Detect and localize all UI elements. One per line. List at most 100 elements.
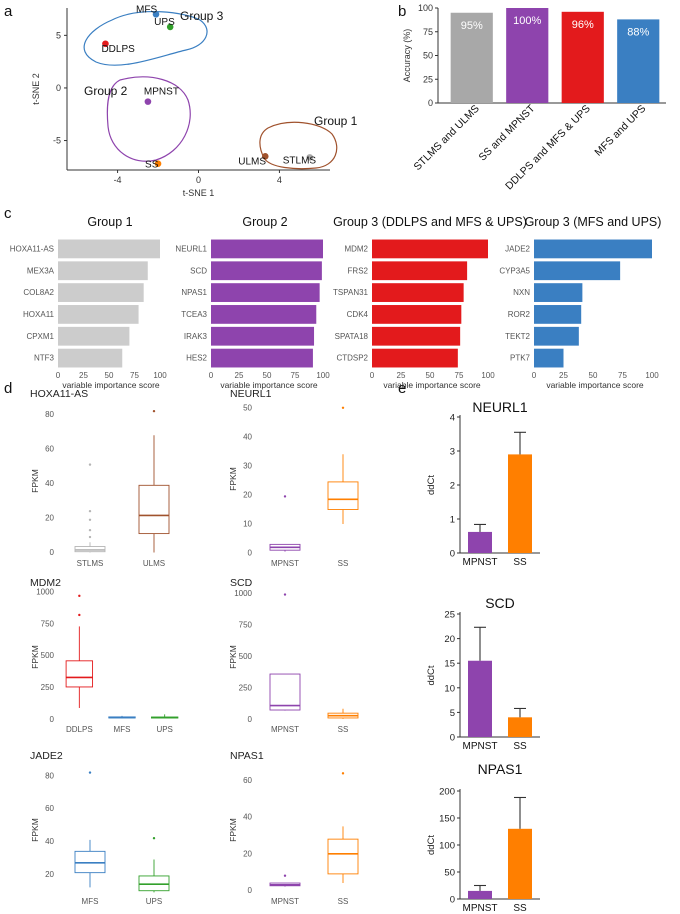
boxplot-d6: NPAS1 0 20 40 60 FPKM MPNST SS xyxy=(228,750,359,906)
y-tick-label: 0 xyxy=(450,733,455,744)
box xyxy=(138,484,170,535)
gene-label: HES2 xyxy=(186,354,207,363)
panel-label-d: d xyxy=(4,380,12,397)
x-tick-label: 25 xyxy=(397,371,406,380)
ddct-bar xyxy=(508,717,532,737)
y-tick-label: 2 xyxy=(450,481,455,492)
bar-value-label: 95% xyxy=(461,20,483,32)
category-label: MFS and UPS xyxy=(592,103,648,159)
point-label: UPS xyxy=(154,17,175,28)
y-tick-label: 50 xyxy=(243,403,252,412)
x-tick-label: 75 xyxy=(455,371,464,380)
point-label: DDLPS xyxy=(101,44,135,55)
gene-label: NXN xyxy=(513,288,530,297)
x-tick-label: 50 xyxy=(589,371,598,380)
gene-label: NEURL1 xyxy=(175,244,207,253)
importance-bar xyxy=(58,239,160,259)
x-axis-title: variable importance score xyxy=(62,380,160,390)
y-tick-label: 20 xyxy=(45,870,54,879)
y-tick-label: 15 xyxy=(444,659,455,670)
bar-value-label: 100% xyxy=(513,15,541,27)
category-label: MFS xyxy=(82,897,99,906)
x-tick-label: 0 xyxy=(56,371,61,380)
accuracy-bar xyxy=(617,19,660,103)
boxplot-d5: JADE2 20 40 60 80 FPKM MFS UPS xyxy=(30,750,170,906)
importance-bar xyxy=(534,283,583,302)
tsne-point xyxy=(154,160,162,167)
chart-title: NEURL1 xyxy=(472,399,527,415)
chart-title: Group 2 xyxy=(242,215,287,229)
importance-bar xyxy=(372,261,468,281)
x-tick-label: 100 xyxy=(645,371,659,380)
importance-bar xyxy=(211,261,322,281)
outlier-point xyxy=(78,613,81,617)
y-tick-label: 0 xyxy=(50,548,55,557)
x-tick-label: 25 xyxy=(559,371,568,380)
y-tick-label: 50 xyxy=(444,868,455,879)
box xyxy=(327,481,359,510)
importance-bar xyxy=(211,239,323,259)
gene-label: CYP3A5 xyxy=(499,266,530,275)
boxplot-d1: HOXA11-AS 0 20 40 60 80 FPKM STLMS ULMS xyxy=(30,388,170,568)
ddct-bar xyxy=(508,454,532,553)
category-label: MPNST xyxy=(271,559,299,568)
y-tick-label: 60 xyxy=(243,776,252,785)
y-axis-title: FPKM xyxy=(30,818,40,842)
boxplot-d4: SCD 0 250 500 750 1000 FPKM MPNST SS xyxy=(228,577,359,734)
ddct-bar xyxy=(508,828,532,899)
category-label: SS xyxy=(513,741,527,752)
gene-label: CDK4 xyxy=(347,310,369,319)
category-label: MFS xyxy=(114,725,131,734)
gene-label: TEKT2 xyxy=(505,332,530,341)
y-tick-label: 40 xyxy=(243,813,252,822)
y-tick-label: 20 xyxy=(243,490,252,499)
y-tick-label: 0 xyxy=(450,549,455,560)
point-label: SS xyxy=(145,160,159,171)
category-label: SS and MPNST xyxy=(476,102,537,163)
gene-label: HOXA11-AS xyxy=(10,244,54,253)
importance-chart-c4: Group 3 (MFS and UPS) JADE2 CYP3A5 NXN ROR2 T… xyxy=(499,215,661,390)
y-tick-label: 0 xyxy=(450,895,455,906)
chart-title: MDM2 xyxy=(30,577,61,589)
category-label: SS xyxy=(338,559,349,568)
gene-label: MEX3A xyxy=(27,266,55,275)
box xyxy=(65,660,94,688)
ddct-bar-charts: NEURL1 0 1 2 3 4 ddCt MPNST SS SCD 0 5 10 15 20 25 ddCt M… xyxy=(426,399,540,914)
category-label: UPS xyxy=(156,725,172,734)
category-label: ULMS xyxy=(143,559,165,568)
chart-title: HOXA11-AS xyxy=(30,388,88,400)
importance-bar xyxy=(211,305,317,324)
box xyxy=(327,838,359,875)
y-tick-label: 500 xyxy=(239,652,253,661)
gene-label: ROR2 xyxy=(508,310,531,319)
y-axis-title: t-SNE 2 xyxy=(31,73,41,105)
y-axis-title: FPKM xyxy=(30,469,40,493)
gene-label: MDM2 xyxy=(344,244,368,253)
outlier-point xyxy=(88,463,92,466)
importance-bar xyxy=(534,239,652,259)
ddct-bar xyxy=(468,531,492,553)
y-tick-label: 20 xyxy=(243,849,252,858)
importance-bar xyxy=(372,239,488,259)
y-tick-label: 10 xyxy=(444,683,455,694)
chart-title: SCD xyxy=(230,577,253,589)
gene-label: TSPAN31 xyxy=(333,288,369,297)
outlier-point xyxy=(88,518,92,521)
gene-label: PTK7 xyxy=(510,354,531,363)
chart-title: Group 1 xyxy=(87,215,132,229)
x-axis-title: variable importance score xyxy=(220,380,318,390)
tsne-point xyxy=(144,98,152,105)
y-tick-label: 10 xyxy=(243,520,252,529)
y-tick-label: 3 xyxy=(450,447,455,458)
y-tick-label: 200 xyxy=(439,787,455,798)
outlier-point xyxy=(88,535,92,539)
panel-label-e: e xyxy=(398,380,406,397)
y-tick-label: 250 xyxy=(41,683,55,692)
category-label: MPNST xyxy=(271,897,299,906)
importance-bar xyxy=(372,305,462,324)
x-axis-title: variable importance score xyxy=(383,380,481,390)
importance-bar xyxy=(58,261,148,281)
x-tick-label: 25 xyxy=(235,371,244,380)
y-tick-label: 80 xyxy=(45,771,54,780)
y-tick-label: 100 xyxy=(418,3,433,13)
